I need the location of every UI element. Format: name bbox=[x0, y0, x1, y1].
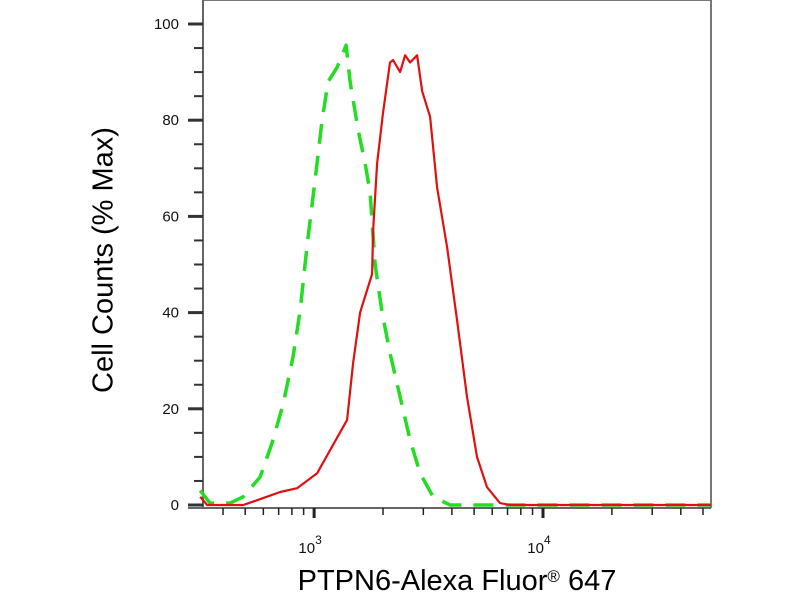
series-line-sample-red bbox=[199, 54, 711, 507]
y-tick-label: 20 bbox=[162, 401, 179, 418]
x-tick-label: 103 bbox=[298, 533, 322, 557]
x-tick-exponent: 4 bbox=[544, 533, 551, 547]
x-tick-base: 10 bbox=[527, 540, 544, 557]
series-line-control-green bbox=[198, 43, 711, 507]
registered-mark: ® bbox=[547, 567, 560, 586]
x-axis-label-text: PTPN6-Alexa Fluor bbox=[297, 565, 548, 597]
y-tick-label: 60 bbox=[162, 208, 179, 225]
x-axis-label: PTPN6-Alexa Fluor® 647 bbox=[298, 565, 617, 598]
x-tick-base: 10 bbox=[298, 540, 315, 557]
x-tick-exponent: 3 bbox=[315, 533, 322, 547]
x-axis-label-suffix: 647 bbox=[559, 565, 617, 597]
y-tick-label: 0 bbox=[171, 497, 179, 514]
y-axis-label: Cell Counts (% Max) bbox=[87, 127, 120, 393]
y-tick-label: 100 bbox=[154, 16, 179, 33]
x-tick-label: 104 bbox=[527, 533, 551, 557]
y-tick-label: 40 bbox=[162, 305, 179, 322]
y-tick-label: 80 bbox=[162, 112, 179, 129]
